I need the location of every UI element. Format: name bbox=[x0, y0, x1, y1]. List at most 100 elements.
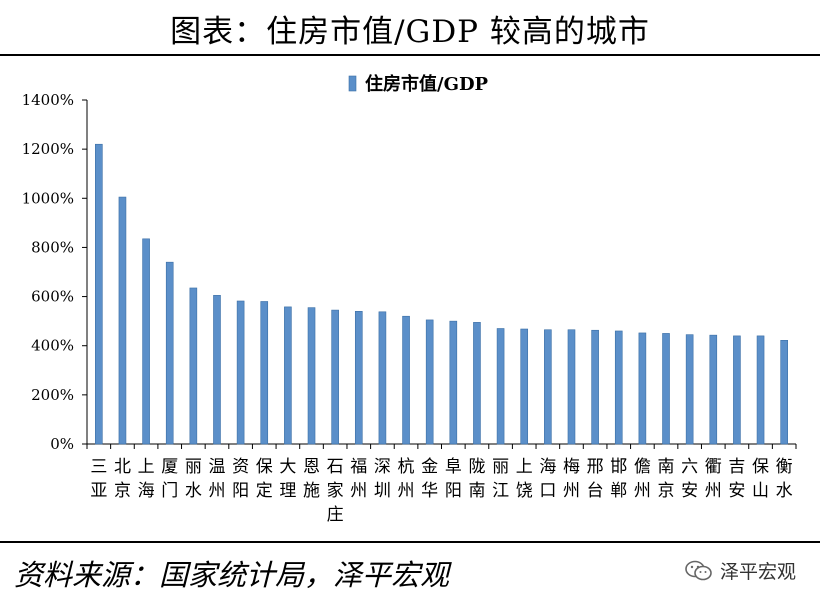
bar bbox=[260, 301, 269, 445]
bar bbox=[236, 300, 245, 445]
x-tick-label: 邢 bbox=[587, 457, 604, 477]
y-tick-label: 0% bbox=[50, 435, 74, 453]
wechat-icon bbox=[685, 560, 712, 580]
bar bbox=[118, 196, 127, 445]
bar bbox=[95, 143, 103, 445]
x-tick-label: 口 bbox=[539, 481, 556, 501]
x-tick-label: 阳 bbox=[232, 481, 249, 501]
x-tick-label: 陇 bbox=[468, 457, 485, 477]
x-tick-label: 饶 bbox=[516, 481, 533, 501]
x-tick-label: 南 bbox=[658, 457, 675, 477]
x-tick-label: 深 bbox=[374, 457, 391, 477]
x-tick-label: 门 bbox=[161, 481, 178, 501]
x-tick-label: 亚 bbox=[90, 481, 107, 501]
x-tick-label: 施 bbox=[303, 481, 320, 501]
x-tick-label: 安 bbox=[728, 481, 745, 501]
x-tick-label: 儋 bbox=[634, 457, 651, 477]
bar bbox=[425, 319, 434, 445]
y-tick-label: 1200% bbox=[22, 140, 74, 158]
x-tick-label: 上 bbox=[138, 457, 155, 477]
x-tick-label: 阳 bbox=[445, 481, 462, 501]
x-tick-label: 京 bbox=[658, 481, 675, 501]
top-divider bbox=[0, 54, 820, 56]
x-tick-label: 梅 bbox=[563, 457, 580, 477]
x-tick-label: 保 bbox=[256, 457, 273, 477]
x-tick-label: 水 bbox=[185, 481, 202, 501]
x-tick-label: 南 bbox=[468, 481, 485, 501]
y-tick-label: 1400% bbox=[22, 91, 74, 109]
x-tick-label: 北 bbox=[114, 457, 131, 477]
x-tick-label: 金 bbox=[421, 457, 438, 477]
bar bbox=[331, 309, 339, 445]
x-tick-label: 丽 bbox=[185, 457, 202, 477]
x-tick-label: 福 bbox=[350, 457, 367, 477]
bar bbox=[709, 334, 718, 445]
x-tick-label: 保 bbox=[752, 457, 769, 477]
bar bbox=[449, 320, 458, 445]
bar bbox=[685, 334, 694, 445]
watermark: 泽平宏观 bbox=[684, 557, 796, 584]
y-tick-label: 800% bbox=[31, 238, 74, 256]
bar bbox=[307, 307, 316, 445]
x-tick-label: 州 bbox=[398, 481, 415, 501]
x-tick-label: 定 bbox=[256, 481, 273, 501]
bar bbox=[213, 295, 221, 445]
x-tick-label: 州 bbox=[350, 481, 367, 501]
x-tick-label: 三 bbox=[90, 457, 107, 477]
x-tick-label: 郸 bbox=[610, 481, 627, 501]
x-tick-label: 海 bbox=[138, 481, 155, 501]
bar bbox=[733, 335, 741, 445]
x-tick-label: 京 bbox=[114, 481, 131, 501]
x-tick-label: 台 bbox=[587, 481, 604, 501]
x-tick-label: 州 bbox=[563, 481, 580, 501]
x-tick-label: 资 bbox=[232, 457, 249, 477]
legend-label: 住房市值/GDP bbox=[365, 73, 489, 95]
y-tick-label: 200% bbox=[31, 386, 74, 404]
x-tick-label: 大 bbox=[279, 457, 296, 477]
bar bbox=[567, 329, 576, 445]
x-tick-label: 山 bbox=[752, 481, 769, 501]
x-tick-label: 华 bbox=[421, 481, 438, 501]
x-tick-label: 杭 bbox=[398, 457, 415, 477]
bar bbox=[520, 328, 529, 445]
x-tick-label: 六 bbox=[681, 457, 698, 477]
bar bbox=[638, 332, 647, 445]
x-tick-label: 吉 bbox=[728, 457, 745, 477]
x-tick-label: 阜 bbox=[445, 457, 462, 477]
x-tick-label: 理 bbox=[279, 481, 296, 501]
bar bbox=[496, 328, 505, 445]
x-tick-label: 恩 bbox=[303, 457, 320, 477]
bar bbox=[189, 287, 198, 445]
x-tick-label: 家 bbox=[327, 481, 344, 501]
x-tick-label: 上 bbox=[516, 457, 533, 477]
bar bbox=[284, 306, 292, 445]
x-tick-label: 衡 bbox=[776, 457, 793, 477]
x-tick-label: 海 bbox=[539, 457, 556, 477]
x-tick-label: 江 bbox=[492, 481, 509, 501]
watermark-text: 泽平宏观 bbox=[719, 561, 796, 583]
x-tick-label: 州 bbox=[634, 481, 651, 501]
bar-chart: 0%200%400%600%800%1000%1200%1400%三亚北京上海厦… bbox=[22, 73, 797, 525]
x-tick-label: 州 bbox=[705, 481, 722, 501]
page-title: 图表：住房市值/GDP 较高的城市 bbox=[170, 14, 650, 50]
legend-swatch bbox=[348, 75, 357, 92]
bar bbox=[662, 333, 670, 445]
bar bbox=[354, 311, 363, 445]
bar bbox=[473, 322, 481, 445]
x-tick-label: 邯 bbox=[610, 457, 627, 477]
bar bbox=[614, 330, 623, 445]
bar bbox=[402, 315, 410, 445]
bar bbox=[142, 238, 150, 445]
bar bbox=[544, 329, 552, 445]
y-tick-label: 400% bbox=[31, 337, 74, 355]
x-tick-label: 温 bbox=[208, 457, 225, 477]
bar bbox=[780, 340, 788, 445]
x-tick-label: 石 bbox=[327, 457, 344, 477]
x-tick-label: 衢 bbox=[705, 456, 722, 477]
x-tick-label: 圳 bbox=[374, 481, 391, 501]
x-tick-label: 丽 bbox=[492, 457, 509, 477]
x-tick-label: 水 bbox=[776, 481, 793, 501]
bar bbox=[165, 261, 174, 445]
bottom-divider bbox=[0, 541, 820, 543]
y-tick-label: 1000% bbox=[22, 189, 74, 207]
